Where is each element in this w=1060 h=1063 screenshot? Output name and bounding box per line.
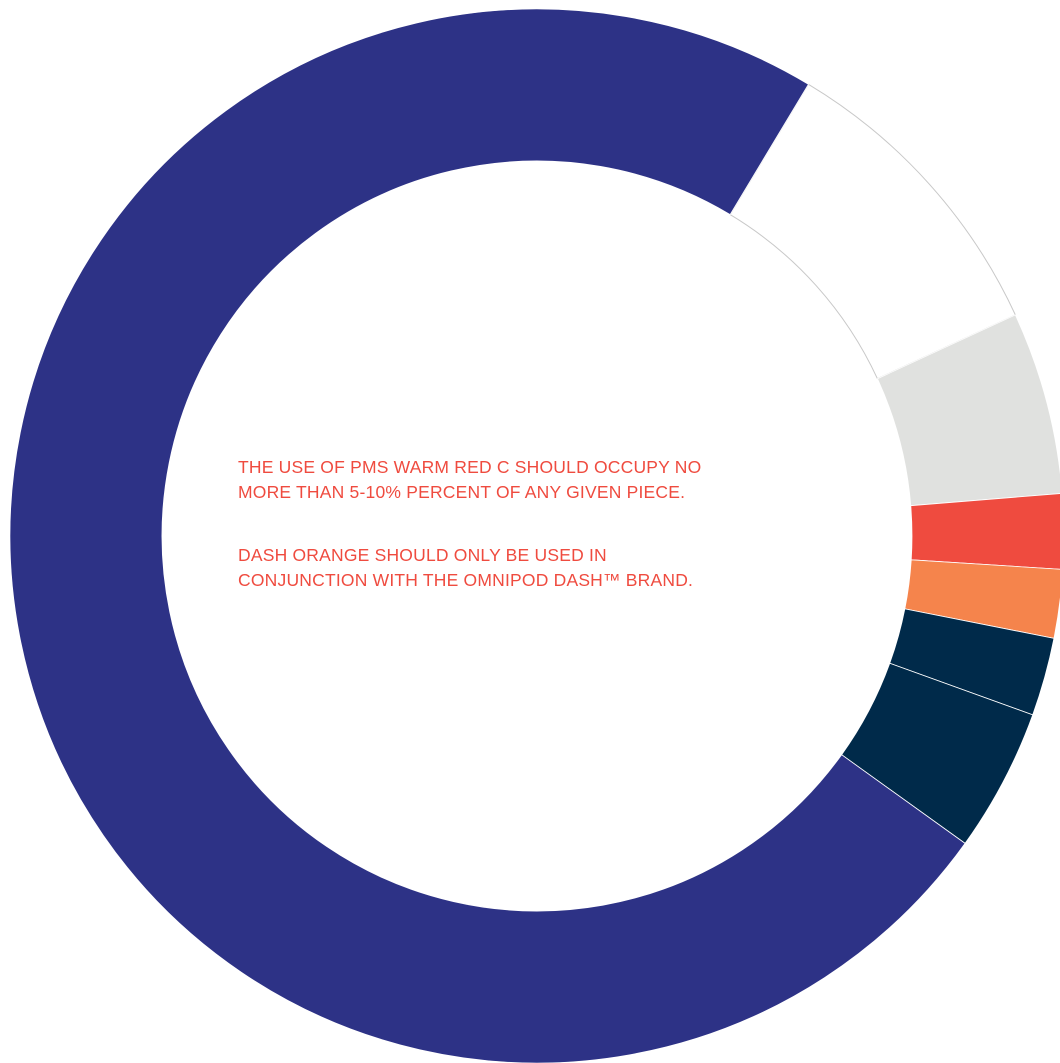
warm-red-note-line-2: MORE THAN 5-10% PERCENT OF ANY GIVEN PIE… — [238, 482, 686, 502]
dash-orange-note-line-1: DASH ORANGE SHOULD ONLY BE USED IN — [238, 545, 607, 565]
warm-red-usage-note: THE USE OF PMS WARM RED C SHOULD OCCUPY … — [238, 455, 878, 505]
dash-orange-usage-note: DASH ORANGE SHOULD ONLY BE USED IN CONJU… — [238, 543, 878, 593]
dash-orange-note-line-2: CONJUNCTION WITH THE OMNIPOD DASH™ BRAND… — [238, 570, 694, 590]
donut-slice-3 — [910, 493, 1060, 570]
warm-red-note-line-1: THE USE OF PMS WARM RED C SHOULD OCCUPY … — [238, 457, 702, 477]
donut-slice-7 — [9, 8, 966, 1063]
